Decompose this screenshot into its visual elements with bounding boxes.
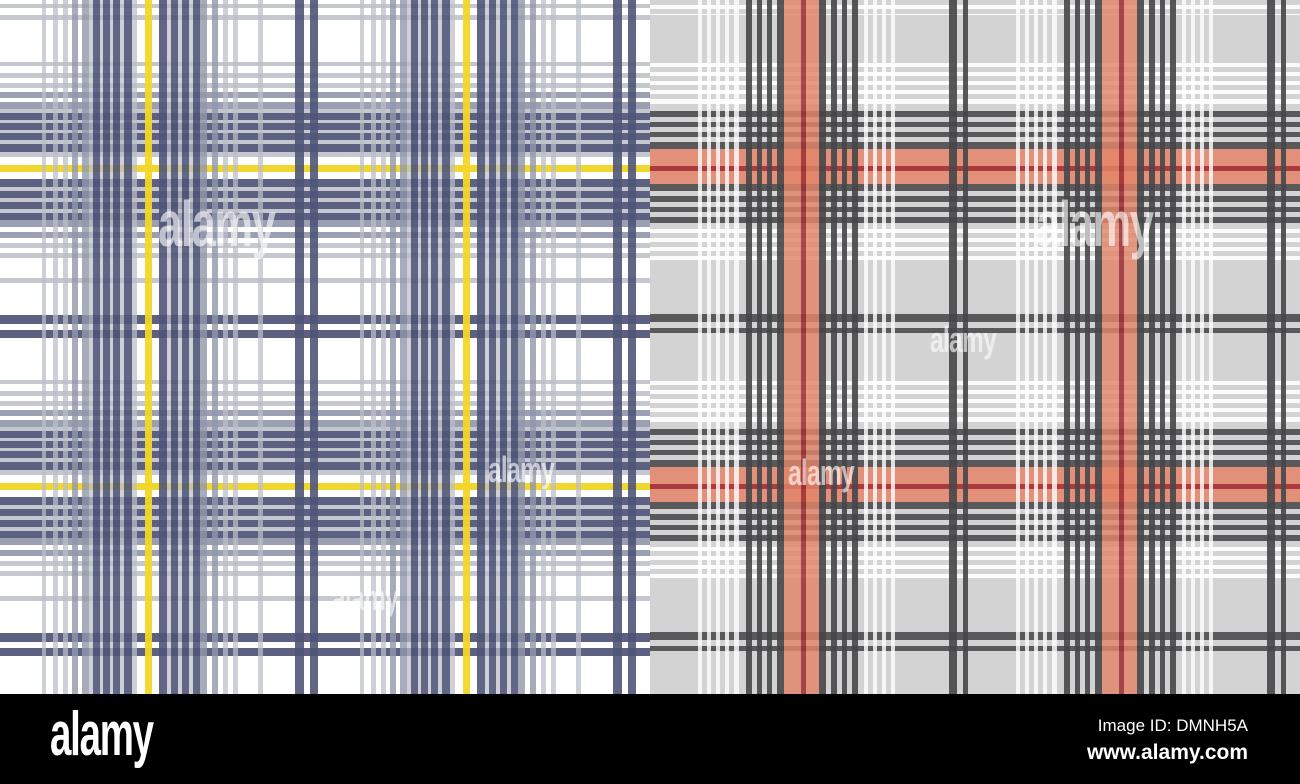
footer-bar: alamy Image ID: DMNH5A www.alamy.com: [0, 694, 1300, 784]
footer-info: Image ID: DMNH5A www.alamy.com: [1087, 716, 1248, 766]
plaid-pattern-left: [0, 0, 650, 694]
image-id-text: Image ID: DMNH5A: [1097, 716, 1248, 735]
plaid-pattern-right: [650, 0, 1300, 694]
alamy-logo: alamy: [50, 700, 154, 769]
website-text: www.alamy.com: [1086, 741, 1248, 765]
